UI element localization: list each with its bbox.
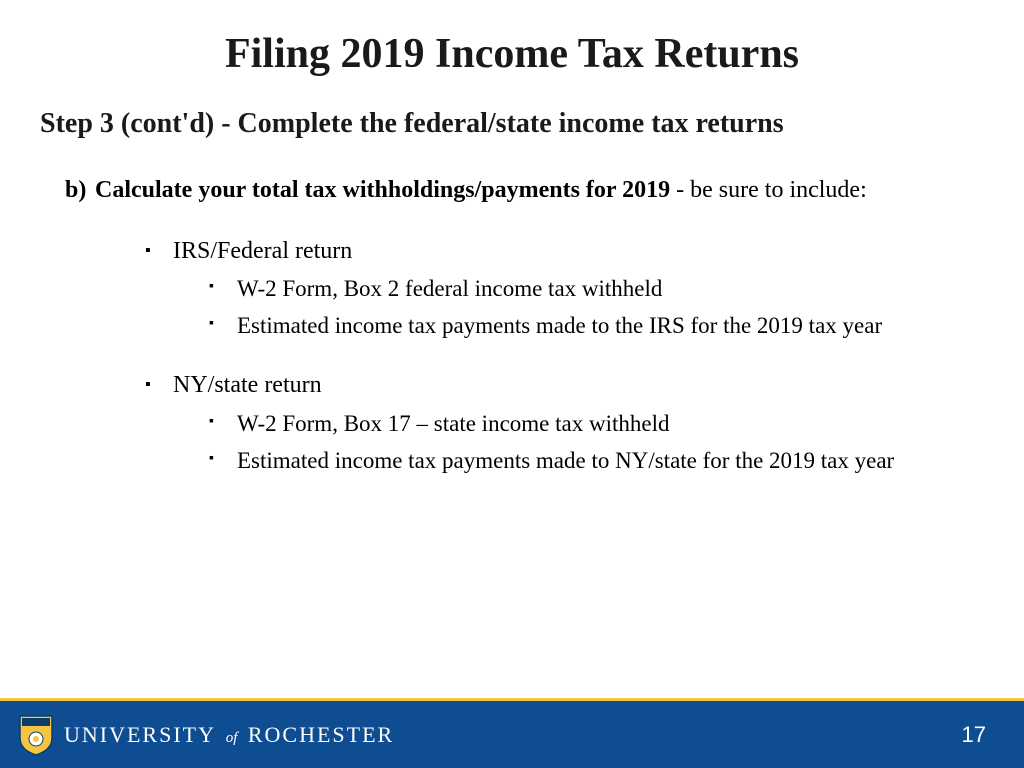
bullet-item: NY/state return W-2 Form, Box 17 – state… (145, 369, 984, 475)
bullet-list: IRS/Federal return W-2 Form, Box 2 feder… (145, 235, 984, 476)
sub-bullet-item: W-2 Form, Box 2 federal income tax withh… (209, 273, 984, 304)
footer-logo: UNIVERSITY of ROCHESTER (18, 714, 394, 756)
item-b-bold: Calculate your total tax withholdings/pa… (95, 177, 676, 203)
footer-roch: ROCHESTER (248, 722, 394, 747)
item-b-marker: b) (65, 174, 86, 206)
footer-university-text: UNIVERSITY of ROCHESTER (64, 722, 394, 748)
item-b-normal: - be sure to include: (676, 177, 867, 203)
sub-bullet-list: W-2 Form, Box 17 – state income tax with… (209, 408, 984, 476)
slide-content: Filing 2019 Income Tax Returns Step 3 (c… (0, 0, 1024, 698)
sub-bullet-item: Estimated income tax payments made to NY… (209, 445, 984, 476)
bullet-item: IRS/Federal return W-2 Form, Box 2 feder… (145, 235, 984, 341)
sub-bullet-list: W-2 Form, Box 2 federal income tax withh… (209, 273, 984, 341)
sub-bullet-item: W-2 Form, Box 17 – state income tax with… (209, 408, 984, 439)
slide-title: Filing 2019 Income Tax Returns (40, 30, 984, 78)
shield-icon (18, 714, 54, 756)
footer-of: of (226, 730, 238, 746)
footer: UNIVERSITY of ROCHESTER 17 (0, 698, 1024, 768)
slide-subtitle: Step 3 (cont'd) - Complete the federal/s… (40, 106, 984, 142)
page-number: 17 (962, 722, 986, 748)
bullet-text: NY/state return (173, 372, 322, 398)
sub-bullet-item: Estimated income tax payments made to th… (209, 310, 984, 341)
item-b: b) Calculate your total tax withholdings… (95, 174, 984, 206)
footer-univ: UNIVERSITY (64, 722, 215, 747)
bullet-text: IRS/Federal return (173, 238, 352, 264)
